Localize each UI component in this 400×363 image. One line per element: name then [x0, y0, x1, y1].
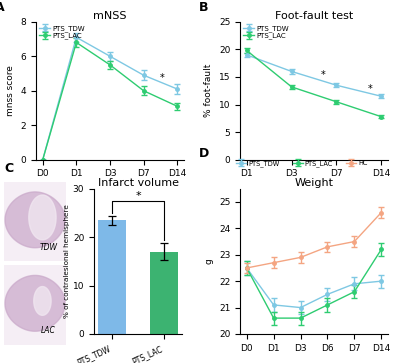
- Y-axis label: mnss score: mnss score: [6, 65, 15, 116]
- Text: *: *: [135, 191, 141, 201]
- Polygon shape: [5, 276, 65, 331]
- Title: Weight: Weight: [294, 178, 334, 188]
- Text: *: *: [320, 70, 325, 80]
- Text: B: B: [198, 1, 208, 14]
- Bar: [150, 252, 178, 334]
- Title: Foot-fault test: Foot-fault test: [275, 11, 353, 21]
- Text: A: A: [0, 1, 4, 14]
- Polygon shape: [5, 192, 65, 248]
- Legend: PTS_TDW, PTS_LAC: PTS_TDW, PTS_LAC: [40, 25, 84, 40]
- Text: LAC: LAC: [41, 326, 56, 335]
- Y-axis label: % foot-fault: % foot-fault: [204, 64, 213, 118]
- Legend: PTS_TDW, PTS_LAC: PTS_TDW, PTS_LAC: [244, 25, 288, 40]
- Text: *: *: [368, 84, 372, 94]
- Text: C: C: [4, 162, 13, 175]
- Bar: [98, 220, 126, 334]
- Y-axis label: g: g: [204, 258, 213, 264]
- Legend: PTS_TDW, PTS_LAC, HC: PTS_TDW, PTS_LAC, HC: [236, 160, 368, 167]
- Title: Infarct volume: Infarct volume: [98, 178, 178, 188]
- Text: D: D: [198, 147, 209, 160]
- Polygon shape: [34, 286, 51, 315]
- Polygon shape: [29, 195, 56, 240]
- Y-axis label: % of contralesional hemisphere: % of contralesional hemisphere: [64, 204, 70, 318]
- Text: *: *: [160, 73, 164, 83]
- Text: TDW: TDW: [40, 243, 58, 252]
- Title: mNSS: mNSS: [93, 11, 127, 21]
